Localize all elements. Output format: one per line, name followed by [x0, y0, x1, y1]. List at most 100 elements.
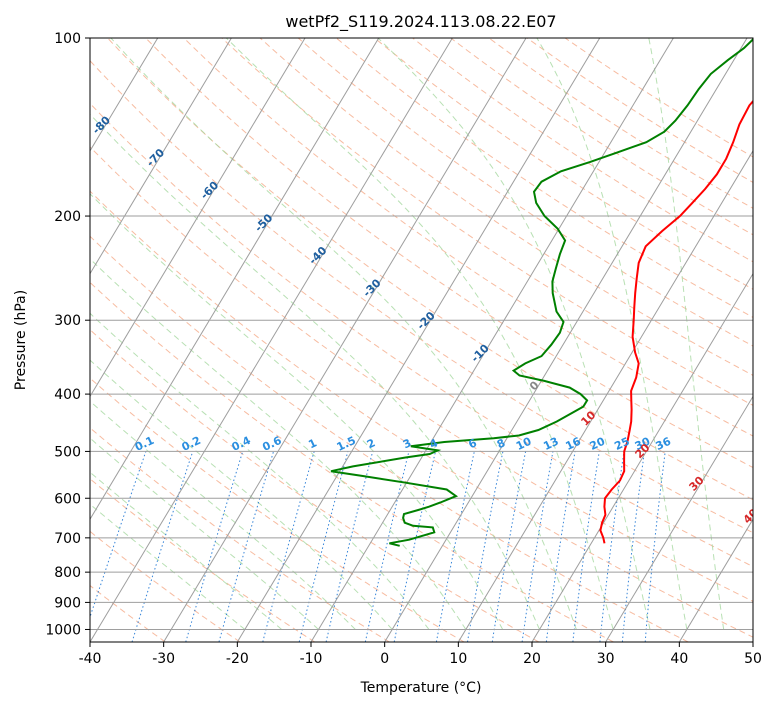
- mixing-ratio-label: 13: [541, 435, 560, 453]
- mixing-ratio-line: [325, 451, 374, 642]
- mixing-ratio-label: 16: [563, 435, 583, 453]
- dry-adiabat-label: 10: [578, 408, 598, 428]
- mixing-ratio-line: [621, 451, 645, 642]
- mixing-ratio-label: 6: [466, 436, 479, 451]
- isotherm-line: [384, 38, 748, 642]
- dry-adiabat-label: 40: [741, 506, 761, 526]
- dry-adiabat-line: [259, 38, 753, 376]
- isotherm-line: [90, 38, 232, 275]
- background-lines: [90, 38, 753, 642]
- moist-adiabat-line: [110, 38, 577, 630]
- mixing-ratio-line: [185, 451, 244, 642]
- dry-adiabat-line: [90, 102, 753, 568]
- isotherm-line: [90, 38, 380, 521]
- isotherm-line: [90, 38, 159, 152]
- dry-adiabat-label: -10: [469, 341, 492, 364]
- dry-adiabat-line: [145, 38, 753, 469]
- dry-adiabat-line: [374, 38, 753, 290]
- moist-adiabat-line: [90, 503, 246, 630]
- dry-adiabat-label: -70: [144, 146, 167, 169]
- mixing-ratio-line: [218, 451, 274, 642]
- mixing-ratio-label: 2: [365, 436, 377, 451]
- series-layer: [330, 38, 753, 547]
- profile-line-2: [330, 38, 753, 547]
- line-labels: 0.1 0.2 0.4 0.6 1 1.5 2 3 4 6 8 10 13 16 20 25 30 36-100-…: [0, 45, 761, 526]
- mixing-ratio-label: 1.5: [335, 434, 358, 454]
- mixing-ratio-line: [599, 451, 625, 642]
- axes: -40 -30 -20 -10 0 10 20 30 40 5010020030040050060…: [45, 31, 762, 667]
- moist-adiabat-line: [90, 312, 430, 630]
- dry-adiabat-line: [107, 38, 753, 501]
- moist-adiabat-line: [90, 359, 393, 630]
- dry-adiabat-label: -30: [360, 276, 383, 299]
- dry-adiabat-line: [90, 281, 614, 642]
- isotherm-line: [90, 38, 306, 398]
- dry-adiabat-line: [450, 38, 753, 236]
- x-tick-label: -40: [79, 651, 102, 667]
- moist-adiabat-line: [90, 113, 540, 630]
- mixing-ratio-line: [644, 451, 666, 642]
- mixing-ratio-line: [545, 451, 576, 642]
- isotherm-line: [752, 641, 753, 642]
- y-tick-label: 600: [54, 491, 81, 507]
- mixing-ratio-line: [521, 451, 554, 642]
- y-tick-label: 300: [54, 313, 81, 329]
- mixing-ratio-line: [467, 451, 504, 642]
- moist-adiabat-line: [648, 38, 725, 630]
- mixing-ratio-line: [572, 451, 600, 642]
- mixing-ratio-label: 3: [401, 436, 413, 451]
- mixing-ratio-label: 10: [514, 435, 534, 453]
- dry-adiabat-label: -20: [415, 309, 438, 332]
- mixing-ratio-label: 0.2: [180, 434, 203, 454]
- dry-adiabat-line: [90, 427, 390, 642]
- dry-adiabat-label: -60: [198, 179, 221, 202]
- y-tick-label: 700: [54, 531, 81, 547]
- isotherm-line: [236, 38, 601, 642]
- x-tick-label: 50: [744, 651, 762, 667]
- moist-adiabat-line: [536, 38, 688, 630]
- x-tick-label: 40: [670, 651, 688, 667]
- isotherm-line: [678, 518, 753, 642]
- moist-adiabat-line: [225, 38, 614, 630]
- mixing-ratio-label: 30: [633, 435, 653, 453]
- dry-adiabat-line: [90, 235, 689, 642]
- dry-adiabat-line: [183, 38, 753, 437]
- isotherm-line: [310, 38, 674, 642]
- isotherm-line: [457, 149, 753, 642]
- y-tick-label: 500: [54, 444, 81, 460]
- mixing-ratio-label: 25: [612, 435, 631, 453]
- y-axis-label: Pressure (hPa): [13, 290, 29, 390]
- dry-adiabat-label: -80: [90, 113, 113, 136]
- mixing-ratio-label: 0.1: [133, 434, 156, 454]
- x-tick-label: 30: [597, 651, 615, 667]
- isotherm-line: [0, 38, 10, 642]
- dry-adiabat-label: -100: [0, 45, 8, 74]
- y-tick-label: 200: [54, 209, 81, 225]
- moist-adiabat-line: [90, 400, 356, 630]
- dry-adiabat-line: [90, 59, 753, 534]
- mixing-ratio-label: 36: [654, 435, 674, 453]
- mixing-ratio-line: [131, 451, 194, 642]
- dry-adiabat-line: [90, 584, 166, 642]
- mixing-ratio-label: 0.6: [260, 434, 283, 454]
- plot-frame: [89, 37, 754, 643]
- y-tick-label: 100: [54, 31, 81, 47]
- dry-adiabat-line: [297, 38, 753, 347]
- dry-adiabat-label: -90: [36, 81, 59, 104]
- x-tick-label: 10: [449, 651, 467, 667]
- isotherm-line: [605, 395, 753, 642]
- mixing-ratio-line: [298, 451, 349, 642]
- dry-adiabat-line: [90, 377, 465, 642]
- dry-adiabat-line: [90, 329, 540, 642]
- profile-line-1: [599, 99, 753, 544]
- x-tick-label: -10: [300, 651, 323, 667]
- dry-adiabat-line: [90, 146, 753, 602]
- dry-adiabat-line: [412, 38, 753, 263]
- grid-lines: [0, 38, 753, 642]
- mixing-ratio-label: 20: [588, 435, 608, 453]
- moist-adiabat-line: [90, 471, 283, 630]
- dry-adiabat-line: [221, 38, 753, 406]
- x-tick-label: -20: [226, 651, 249, 667]
